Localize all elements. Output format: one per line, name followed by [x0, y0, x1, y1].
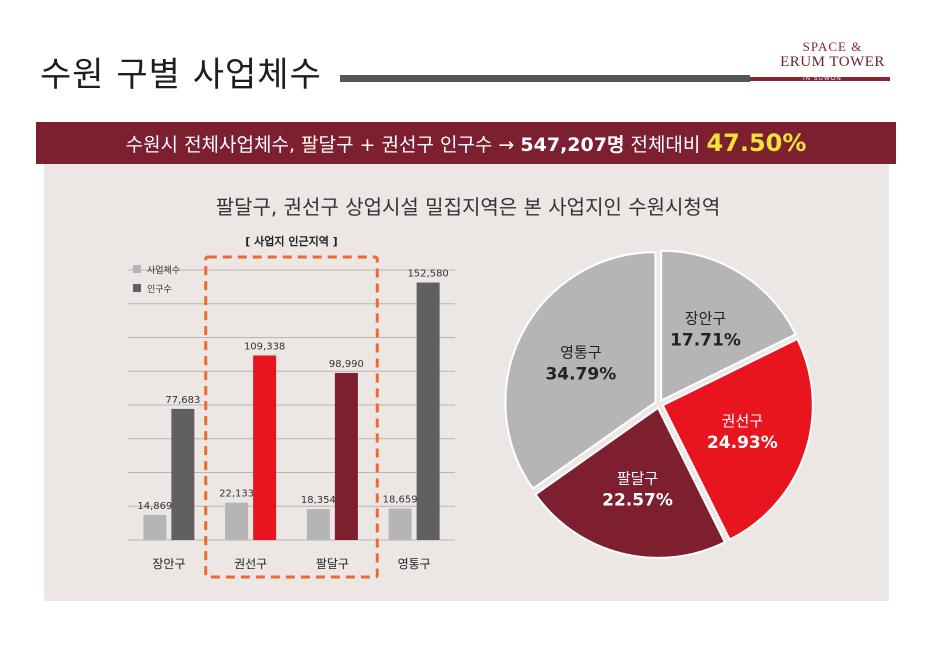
- summary-banner: 수원시 전체사업체수, 팔달구 + 권선구 인구수 → 547,207명 전체대…: [36, 122, 896, 164]
- banner-prefix: 수원시 전체사업체수, 팔달구 + 권선구 인구수 →: [125, 134, 521, 156]
- logo-line2: ERUM TOWER: [780, 54, 885, 70]
- bar-population: [171, 408, 195, 540]
- pie-slice-label: 팔달구: [617, 469, 658, 487]
- logo-line3: IN SUWON: [803, 76, 842, 82]
- logo: SPACE & ERUM TOWER IN SUWON: [775, 39, 890, 83]
- data-label: 109,338: [244, 341, 285, 352]
- bar-population: [416, 282, 440, 540]
- data-label: 22,133: [219, 489, 254, 500]
- pie-slice-label: 권선구: [722, 412, 763, 430]
- data-label: 14,869: [137, 501, 172, 512]
- banner-percent: 47.50%: [706, 129, 807, 157]
- bar-businesses: [306, 509, 330, 540]
- legend-swatch-businesses: [133, 265, 141, 273]
- pie-slice-label: 장안구: [685, 309, 726, 327]
- banner-number: 547,207명: [520, 134, 625, 156]
- x-tick-label: 팔달구: [316, 557, 349, 571]
- legend-swatch-population: [133, 284, 141, 292]
- pie-slice-percent: 22.57%: [602, 490, 673, 510]
- data-label: 18,354: [301, 495, 336, 506]
- panel-subtitle: 팔달구, 권선구 상업시설 밀집지역은 본 사업지인 수원시청역: [215, 195, 721, 219]
- data-label: 152,580: [407, 269, 448, 280]
- legend-label: 인구수: [147, 284, 172, 295]
- pie-slice-percent: 34.79%: [545, 365, 616, 385]
- title-rule: [340, 75, 750, 82]
- page-title: 수원 구별 사업체수: [40, 55, 322, 95]
- pie-slice: [534, 406, 727, 559]
- bar-businesses: [388, 508, 412, 540]
- banner-mid: 전체대비: [624, 134, 707, 156]
- bar-businesses: [143, 514, 167, 540]
- bar-population: [334, 372, 358, 540]
- data-label: 18,659: [383, 495, 418, 506]
- pie-slice: [661, 337, 814, 541]
- x-tick-label: 영통구: [398, 557, 431, 571]
- data-label: 77,683: [165, 395, 200, 406]
- x-tick-label: 권선구: [234, 557, 267, 571]
- banner-text: 수원시 전체사업체수, 팔달구 + 권선구 인구수 → 547,207명 전체대…: [36, 122, 896, 164]
- title-rule-accent: [750, 77, 890, 81]
- pie-slice: [660, 249, 797, 403]
- legend-label: 사업체수: [147, 265, 180, 276]
- highlight-annotation: [ 사업지 인근지역 ]: [245, 234, 337, 248]
- pie-slice-label: 영통구: [560, 344, 601, 362]
- pie-slice-percent: 17.71%: [670, 330, 741, 350]
- bar-businesses: [225, 502, 249, 540]
- pie-slice: [504, 251, 657, 491]
- x-tick-label: 장안구: [152, 557, 185, 571]
- bar-population: [253, 355, 277, 540]
- data-label: 98,990: [329, 359, 364, 370]
- highlight-box: [204, 255, 379, 579]
- pie-slice-percent: 24.93%: [707, 433, 778, 453]
- logo-line1: SPACE &: [802, 39, 863, 54]
